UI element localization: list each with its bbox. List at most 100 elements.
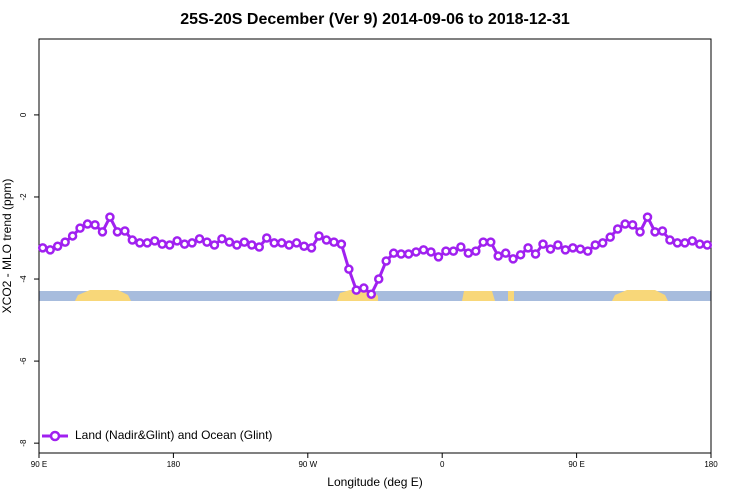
legend-label: Land (Nadir&Glint) and Ocean (Glint) (75, 428, 272, 442)
data-point (471, 246, 481, 256)
x-tick-label: 180 (704, 460, 718, 469)
data-point (560, 245, 571, 255)
data-point (568, 243, 578, 253)
data-point (172, 236, 182, 246)
y-tick-label: -8 (19, 439, 28, 447)
data-point (366, 289, 377, 299)
data-point (411, 247, 421, 257)
data-point (67, 231, 78, 241)
data-point (60, 237, 70, 247)
data-point (351, 285, 362, 295)
data-point (329, 237, 339, 247)
data-point (515, 250, 526, 260)
x-tick-label: 0 (440, 460, 445, 469)
y-axis-label: XCO2 - MLO trend (ppm) (0, 179, 14, 314)
data-point (194, 234, 205, 244)
data-point (224, 237, 235, 247)
data-point (261, 233, 272, 243)
data-point (612, 224, 623, 234)
data-point (508, 254, 518, 264)
data-point (187, 238, 197, 248)
data-point (523, 243, 533, 253)
data-point (127, 235, 138, 245)
chart-title: 25S-20S December (Ver 9) 2014-09-06 to 2… (180, 11, 570, 28)
land-band (75, 290, 131, 301)
data-point (463, 248, 474, 258)
data-point (120, 226, 130, 236)
data-point (672, 238, 683, 248)
data-point (590, 240, 601, 250)
data-point (82, 219, 93, 229)
data-point (254, 242, 265, 252)
data-point (485, 237, 496, 247)
data-point (441, 246, 451, 256)
data-point (403, 249, 414, 259)
data-point (553, 240, 563, 250)
data-point (179, 239, 190, 249)
data-point (37, 243, 48, 253)
data-point (336, 239, 347, 249)
data-point (635, 227, 645, 237)
data-point (217, 234, 227, 244)
data-point (680, 238, 690, 248)
data-point (164, 240, 175, 250)
data-point (90, 220, 100, 230)
data-point (97, 227, 108, 237)
x-tick-label: 90 E (31, 460, 47, 469)
land-band (612, 290, 668, 301)
data-point (142, 238, 153, 248)
data-point (545, 244, 556, 254)
data-point (284, 240, 294, 250)
data-point (209, 240, 220, 250)
data-point (112, 227, 123, 237)
data-point (75, 223, 85, 233)
series-line (42, 213, 708, 297)
land-band (462, 291, 495, 301)
data-point (388, 248, 399, 258)
data-point (381, 256, 391, 266)
data-point (538, 239, 548, 249)
data-point (530, 249, 541, 259)
data-point (456, 242, 466, 252)
data-point (433, 252, 444, 262)
y-tick-label: 0 (19, 112, 28, 117)
data-point (478, 237, 489, 247)
data-point (426, 247, 436, 257)
y-tick-label: -6 (19, 357, 28, 365)
data-point (359, 283, 369, 293)
data-point (702, 240, 713, 250)
data-point (448, 246, 459, 256)
x-tick-label: 90 W (298, 460, 317, 469)
x-tick-label: 90 E (568, 460, 584, 469)
data-point (321, 235, 332, 245)
data-point (276, 238, 287, 248)
data-point (418, 245, 429, 255)
data-point (396, 249, 406, 259)
y-tick-label: -4 (19, 275, 28, 283)
data-point (500, 248, 511, 258)
legend-marker (49, 430, 61, 442)
data-point (135, 238, 145, 248)
data-point (695, 239, 705, 249)
data-point (597, 238, 608, 248)
data-point (642, 212, 653, 222)
data-point (202, 237, 212, 247)
data-point (45, 245, 55, 255)
data-point (575, 244, 586, 254)
land-band (508, 291, 514, 301)
y-tick-label: -2 (19, 193, 28, 201)
data-point (605, 232, 615, 242)
data-point (269, 238, 279, 248)
data-point (687, 236, 698, 246)
legend: Land (Nadir&Glint) and Ocean (Glint) (42, 428, 272, 442)
data-point (344, 264, 354, 274)
data-point (52, 241, 63, 251)
data-point (373, 274, 384, 284)
data-point (665, 235, 675, 245)
data-point (306, 243, 317, 253)
data-point (493, 251, 503, 261)
data-point (314, 231, 324, 241)
data-point (657, 226, 668, 236)
x-tick-label: 180 (167, 460, 181, 469)
